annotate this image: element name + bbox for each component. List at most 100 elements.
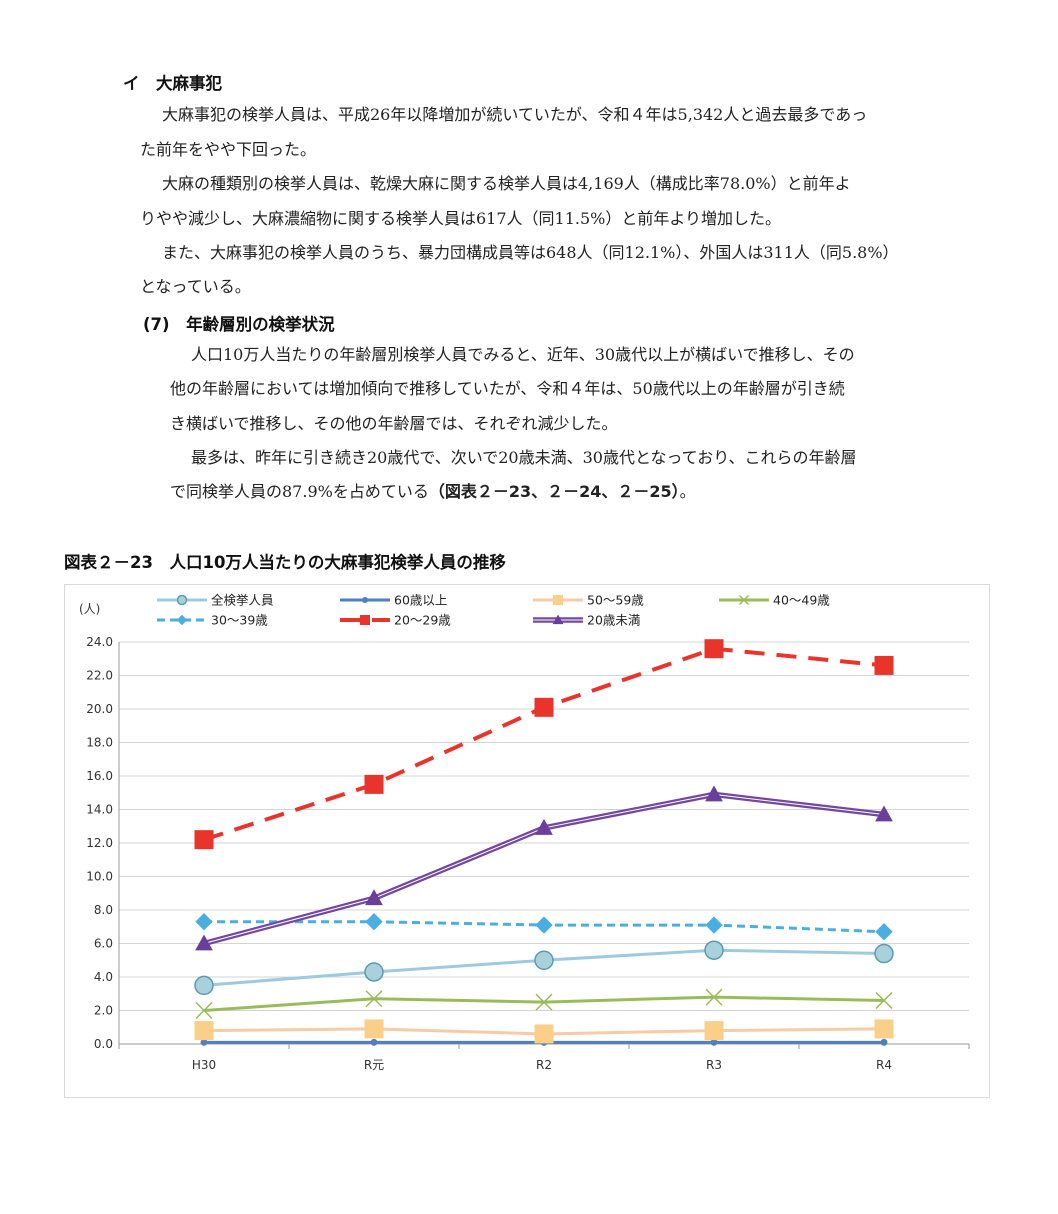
data-point	[200, 1038, 208, 1046]
legend-label: 20～29歳	[394, 613, 451, 628]
legend-item: 50～59歳	[533, 593, 644, 608]
paragraph-line: 大麻事犯の検挙人員は、平成26年以降増加が続いていたが、令和４年は5,342人と…	[162, 105, 868, 124]
x-tick-label: R3	[706, 1058, 722, 1072]
data-point	[535, 916, 553, 934]
y-tick-label: 16.0	[86, 769, 113, 783]
paragraph-line: 人口10万人当たりの年齢層別検挙人員でみると、近年、30歳代以上が横ばいで推移し…	[191, 345, 855, 364]
data-point	[364, 1019, 384, 1039]
chart-legend: 全検挙人員 60歳以上 50～59歳 40～49歳 30～39歳 20～29歳 20歳未満	[157, 593, 830, 628]
y-axis-label: (人)	[79, 602, 100, 616]
paragraph-line: た前年をやや下回った。	[140, 140, 317, 159]
y-tick-label: 24.0	[86, 635, 113, 649]
data-point	[553, 595, 563, 605]
data-point	[875, 805, 893, 822]
paragraph-line: き横ばいで推移し、その他の年齢層では、それぞれ減少した。	[170, 414, 618, 433]
data-point	[535, 818, 553, 835]
data-point	[552, 614, 564, 625]
y-tick-label: 12.0	[86, 836, 113, 850]
data-point	[704, 1021, 724, 1041]
data-point	[195, 913, 213, 931]
data-point	[365, 990, 383, 1008]
legend-label: 30～39歳	[211, 613, 268, 628]
data-point	[705, 916, 723, 934]
legend-item: 30～39歳	[157, 613, 268, 628]
y-tick-label: 4.0	[94, 970, 113, 984]
x-tick-label: H30	[192, 1058, 216, 1072]
legend-label: 全検挙人員	[211, 593, 274, 608]
section-heading-age-groups: (7) 年齢層別の検挙状況	[143, 315, 335, 334]
y-tick-label: 8.0	[94, 903, 113, 917]
series-line	[203, 995, 885, 1012]
data-point	[880, 1038, 888, 1046]
series-line	[203, 646, 885, 842]
data-point	[705, 988, 723, 1006]
data-point	[365, 913, 383, 931]
data-point	[874, 655, 894, 675]
legend-item: 20歳未満	[533, 613, 640, 628]
figure-reference: （図表２－23、２－24、２－25）	[428, 482, 680, 501]
data-point	[534, 1024, 554, 1044]
data-point	[534, 697, 554, 717]
data-point	[195, 934, 213, 951]
paragraph-line: りやや減少し、大麻濃縮物に関する検挙人員は617人（同11.5%）と前年より増加…	[140, 209, 782, 228]
data-point	[176, 594, 188, 606]
series-6	[194, 639, 894, 850]
data-point	[360, 615, 370, 625]
data-point	[195, 1001, 213, 1020]
paragraph-line: 他の年齢層においては増加傾向で推移していたが、令和４年は、50歳代以上の年齢層が…	[170, 379, 845, 398]
data-point	[874, 943, 894, 964]
data-point	[362, 597, 368, 603]
legend-item: 40～49歳	[719, 593, 830, 608]
legend-label: 40～49歳	[773, 593, 830, 608]
legend-label: 60歳以上	[394, 593, 447, 608]
series-5	[195, 913, 893, 941]
y-tick-label: 18.0	[86, 736, 113, 750]
line-chart: 0.0 2.0 4.0 6.0 8.0 10.0 12.0 14.0 16.0 18.0 20.0 2…	[79, 593, 970, 1072]
paragraph-line: 大麻の種類別の検挙人員は、乾燥大麻に関する検挙人員は4,169人（構成比率78.…	[162, 174, 851, 193]
data-point	[704, 639, 724, 659]
y-tick-label: 2.0	[94, 1004, 113, 1018]
paragraph-line: また、大麻事犯の検挙人員のうち、暴力団構成員等は648人（同12.1%）、外国人…	[162, 243, 899, 262]
legend-item: 20～29歳	[340, 613, 451, 628]
series-3	[194, 1019, 894, 1044]
data-point	[176, 614, 188, 626]
paragraph-line: となっている。	[140, 277, 251, 296]
data-point	[194, 975, 214, 996]
y-tick-label: 0.0	[94, 1037, 113, 1051]
legend-item: 60歳以上	[340, 593, 447, 608]
data-point	[365, 889, 383, 906]
chart-frame: 0.0 2.0 4.0 6.0 8.0 10.0 12.0 14.0 16.0 18.0 20.0 2…	[64, 584, 990, 1098]
data-point	[704, 940, 724, 960]
y-tick-label: 6.0	[94, 937, 113, 951]
data-point	[534, 950, 554, 970]
series-1	[194, 940, 894, 996]
data-point	[194, 1021, 214, 1041]
data-point	[875, 923, 893, 941]
paragraph-line: 最多は、昨年に引き続き20歳代で、次いで20歳未満、30歳代となっており、これら…	[191, 448, 857, 467]
chart-gridlines	[119, 641, 969, 1045]
data-point	[364, 962, 384, 982]
y-tick-label: 22.0	[86, 669, 113, 683]
section-heading-cannabis: イ 大麻事犯	[123, 74, 222, 93]
data-point	[874, 1019, 894, 1039]
x-tick-label: R4	[876, 1058, 892, 1072]
series-7	[195, 785, 893, 951]
data-point	[738, 594, 750, 606]
data-point	[710, 1038, 718, 1046]
data-point	[875, 991, 893, 1009]
x-tick-label: R2	[536, 1058, 552, 1072]
legend-item: 全検挙人員	[157, 593, 274, 608]
y-tick-label: 14.0	[86, 803, 113, 817]
paragraph-line: で同検挙人員の87.9%を占めている（図表２－23、２－24、２－25）。	[170, 482, 696, 502]
series-4	[195, 988, 893, 1020]
data-point	[364, 774, 384, 794]
data-point	[705, 785, 723, 802]
data-point	[535, 993, 553, 1011]
legend-label: 20歳未満	[587, 613, 640, 628]
figure-title: 図表２－23 人口10万人当たりの大麻事犯検挙人員の推移	[64, 553, 506, 572]
y-tick-label: 10.0	[86, 870, 113, 884]
y-tick-label: 20.0	[86, 702, 113, 716]
paragraph-text: で同検挙人員の87.9%を占めている	[170, 482, 429, 501]
x-tick-label: R元	[364, 1058, 384, 1072]
paragraph-period: 。	[679, 482, 696, 501]
